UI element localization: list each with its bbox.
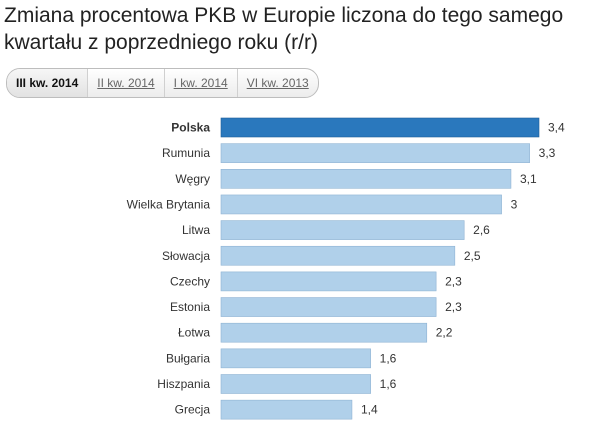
period-tabs: III kw. 2014 II kw. 2014 I kw. 2014 VI k… bbox=[6, 68, 319, 98]
value-label: 3,4 bbox=[548, 121, 565, 135]
bar[interactable] bbox=[220, 271, 437, 292]
category-label: Estonia bbox=[170, 300, 210, 314]
category-label: Hiszpania bbox=[157, 377, 210, 391]
bar[interactable] bbox=[220, 117, 540, 138]
tab-label: VI kw. 2013 bbox=[246, 76, 309, 90]
tab-q2-2014[interactable]: II kw. 2014 bbox=[87, 69, 163, 97]
category-label: Bułgaria bbox=[166, 351, 210, 365]
bar[interactable] bbox=[220, 220, 465, 240]
gdp-bar-chart: Polska 3,4 Rumunia 3,3 Węgry 3,1 Wielka Brytan… bbox=[127, 117, 565, 420]
tab-label: II kw. 2014 bbox=[97, 76, 155, 90]
bar[interactable] bbox=[220, 143, 530, 163]
tab-q1-2014[interactable]: I kw. 2014 bbox=[163, 69, 237, 97]
value-label: 2,2 bbox=[436, 326, 453, 340]
value-label: 2,3 bbox=[445, 274, 462, 288]
category-label: Rumunia bbox=[162, 146, 210, 160]
bar[interactable] bbox=[220, 322, 428, 343]
value-label: 3 bbox=[511, 197, 518, 211]
value-label: 2,5 bbox=[464, 249, 481, 263]
tab-q3-2014[interactable]: III kw. 2014 bbox=[7, 69, 88, 97]
category-label: Litwa bbox=[182, 223, 210, 237]
value-label: 3,3 bbox=[539, 146, 556, 160]
bar[interactable] bbox=[220, 348, 371, 369]
bar[interactable] bbox=[220, 297, 437, 317]
category-label: Polska bbox=[171, 121, 210, 135]
bar[interactable] bbox=[220, 245, 456, 266]
chart-title: Zmiana procentowa PKB w Europie liczona … bbox=[4, 4, 564, 54]
value-label: 2,3 bbox=[445, 300, 462, 314]
value-label: 1,6 bbox=[380, 377, 397, 391]
value-label: 2,6 bbox=[473, 223, 490, 237]
bar[interactable] bbox=[220, 194, 502, 215]
value-label: 1,6 bbox=[380, 351, 397, 365]
category-label: Wielka Brytania bbox=[127, 197, 211, 211]
tab-q6-2013[interactable]: VI kw. 2013 bbox=[236, 69, 318, 97]
bar[interactable] bbox=[220, 399, 353, 420]
tab-label: I kw. 2014 bbox=[173, 76, 228, 90]
category-label: Łotwa bbox=[178, 326, 210, 340]
category-label: Węgry bbox=[175, 172, 210, 186]
value-label: 3,1 bbox=[520, 172, 537, 186]
category-label: Czechy bbox=[170, 274, 210, 288]
bar[interactable] bbox=[220, 374, 371, 394]
tab-label: III kw. 2014 bbox=[16, 76, 79, 90]
category-label: Słowacja bbox=[162, 249, 210, 263]
category-label: Grecja bbox=[175, 403, 211, 417]
bar[interactable] bbox=[220, 168, 512, 189]
value-label: 1,4 bbox=[361, 403, 378, 417]
